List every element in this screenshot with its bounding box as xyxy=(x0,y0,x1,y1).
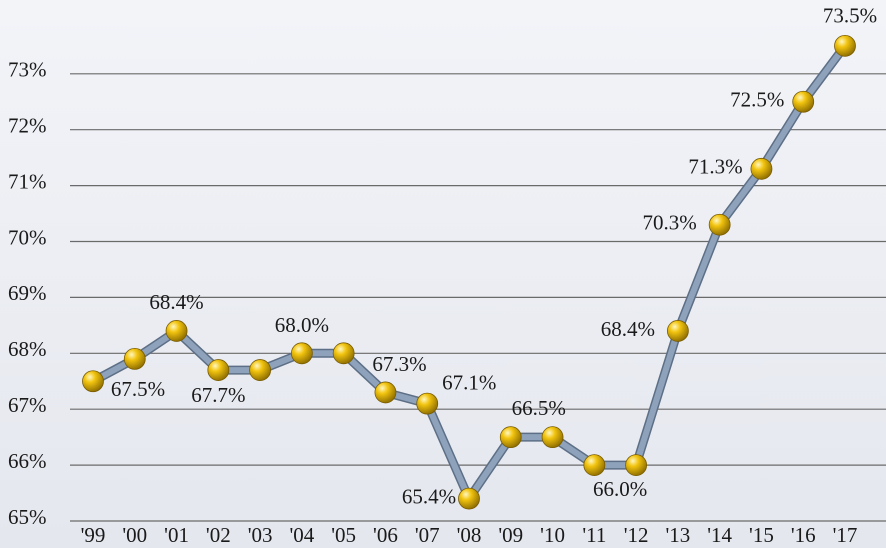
x-tick-label: '10 xyxy=(540,523,565,547)
x-tick-label: '15 xyxy=(749,523,774,547)
y-tick-label: 66% xyxy=(8,449,47,473)
marker xyxy=(458,487,480,510)
x-tick-label: '16 xyxy=(791,523,816,547)
data-label: 68.4% xyxy=(149,290,203,314)
marker xyxy=(708,213,731,236)
data-label: 72.5% xyxy=(730,88,784,112)
x-tick-label: '08 xyxy=(457,523,482,547)
marker xyxy=(123,347,146,370)
marker xyxy=(625,454,648,477)
marker xyxy=(374,381,397,404)
x-tick-label: '13 xyxy=(665,523,690,547)
data-label: 71.3% xyxy=(688,155,742,179)
marker xyxy=(416,392,439,415)
data-label: 67.5% xyxy=(111,377,165,401)
y-tick-label: 69% xyxy=(8,281,47,305)
data-label: 67.7% xyxy=(191,383,245,407)
marker xyxy=(666,320,689,342)
x-tick-label: '03 xyxy=(248,523,273,547)
x-tick-label: '17 xyxy=(833,523,858,547)
data-label: 68.4% xyxy=(601,317,655,341)
y-tick-label: 68% xyxy=(8,337,47,361)
x-tick-label: '11 xyxy=(582,523,606,547)
data-label: 66.5% xyxy=(512,396,566,420)
y-tick-label: 72% xyxy=(8,114,47,138)
data-label: 73.5% xyxy=(823,4,877,28)
marker xyxy=(332,342,355,365)
data-label: 67.3% xyxy=(372,352,426,376)
x-tick-label: '99 xyxy=(81,523,106,547)
x-tick-label: '04 xyxy=(289,523,314,547)
data-label: 65.4% xyxy=(402,484,456,508)
x-tick-label: '07 xyxy=(415,523,440,547)
marker xyxy=(290,342,313,365)
marker xyxy=(541,426,564,449)
marker xyxy=(207,359,230,381)
x-tick-label: '12 xyxy=(624,523,649,547)
marker xyxy=(792,90,815,113)
x-tick-label: '02 xyxy=(206,523,231,547)
marker xyxy=(165,320,188,342)
y-tick-label: 67% xyxy=(8,393,47,417)
x-tick-label: '14 xyxy=(707,523,732,547)
x-tick-label: '09 xyxy=(498,523,523,547)
data-label: 70.3% xyxy=(643,211,697,235)
marker xyxy=(499,426,522,449)
x-tick-label: '00 xyxy=(122,523,147,547)
marker xyxy=(750,157,773,180)
data-label: 68.0% xyxy=(275,313,329,337)
y-tick-label: 71% xyxy=(8,169,47,193)
marker xyxy=(834,34,856,57)
y-tick-label: 70% xyxy=(8,225,47,249)
y-tick-label: 65% xyxy=(8,505,47,529)
y-tick-label: 73% xyxy=(8,58,47,82)
x-tick-label: '01 xyxy=(164,523,189,547)
marker xyxy=(583,454,606,477)
data-label: 67.1% xyxy=(442,370,496,394)
data-label: 66.0% xyxy=(593,477,647,501)
x-tick-label: '06 xyxy=(373,523,398,547)
x-tick-label: '05 xyxy=(331,523,356,547)
marker xyxy=(82,370,104,393)
marker xyxy=(249,359,272,381)
